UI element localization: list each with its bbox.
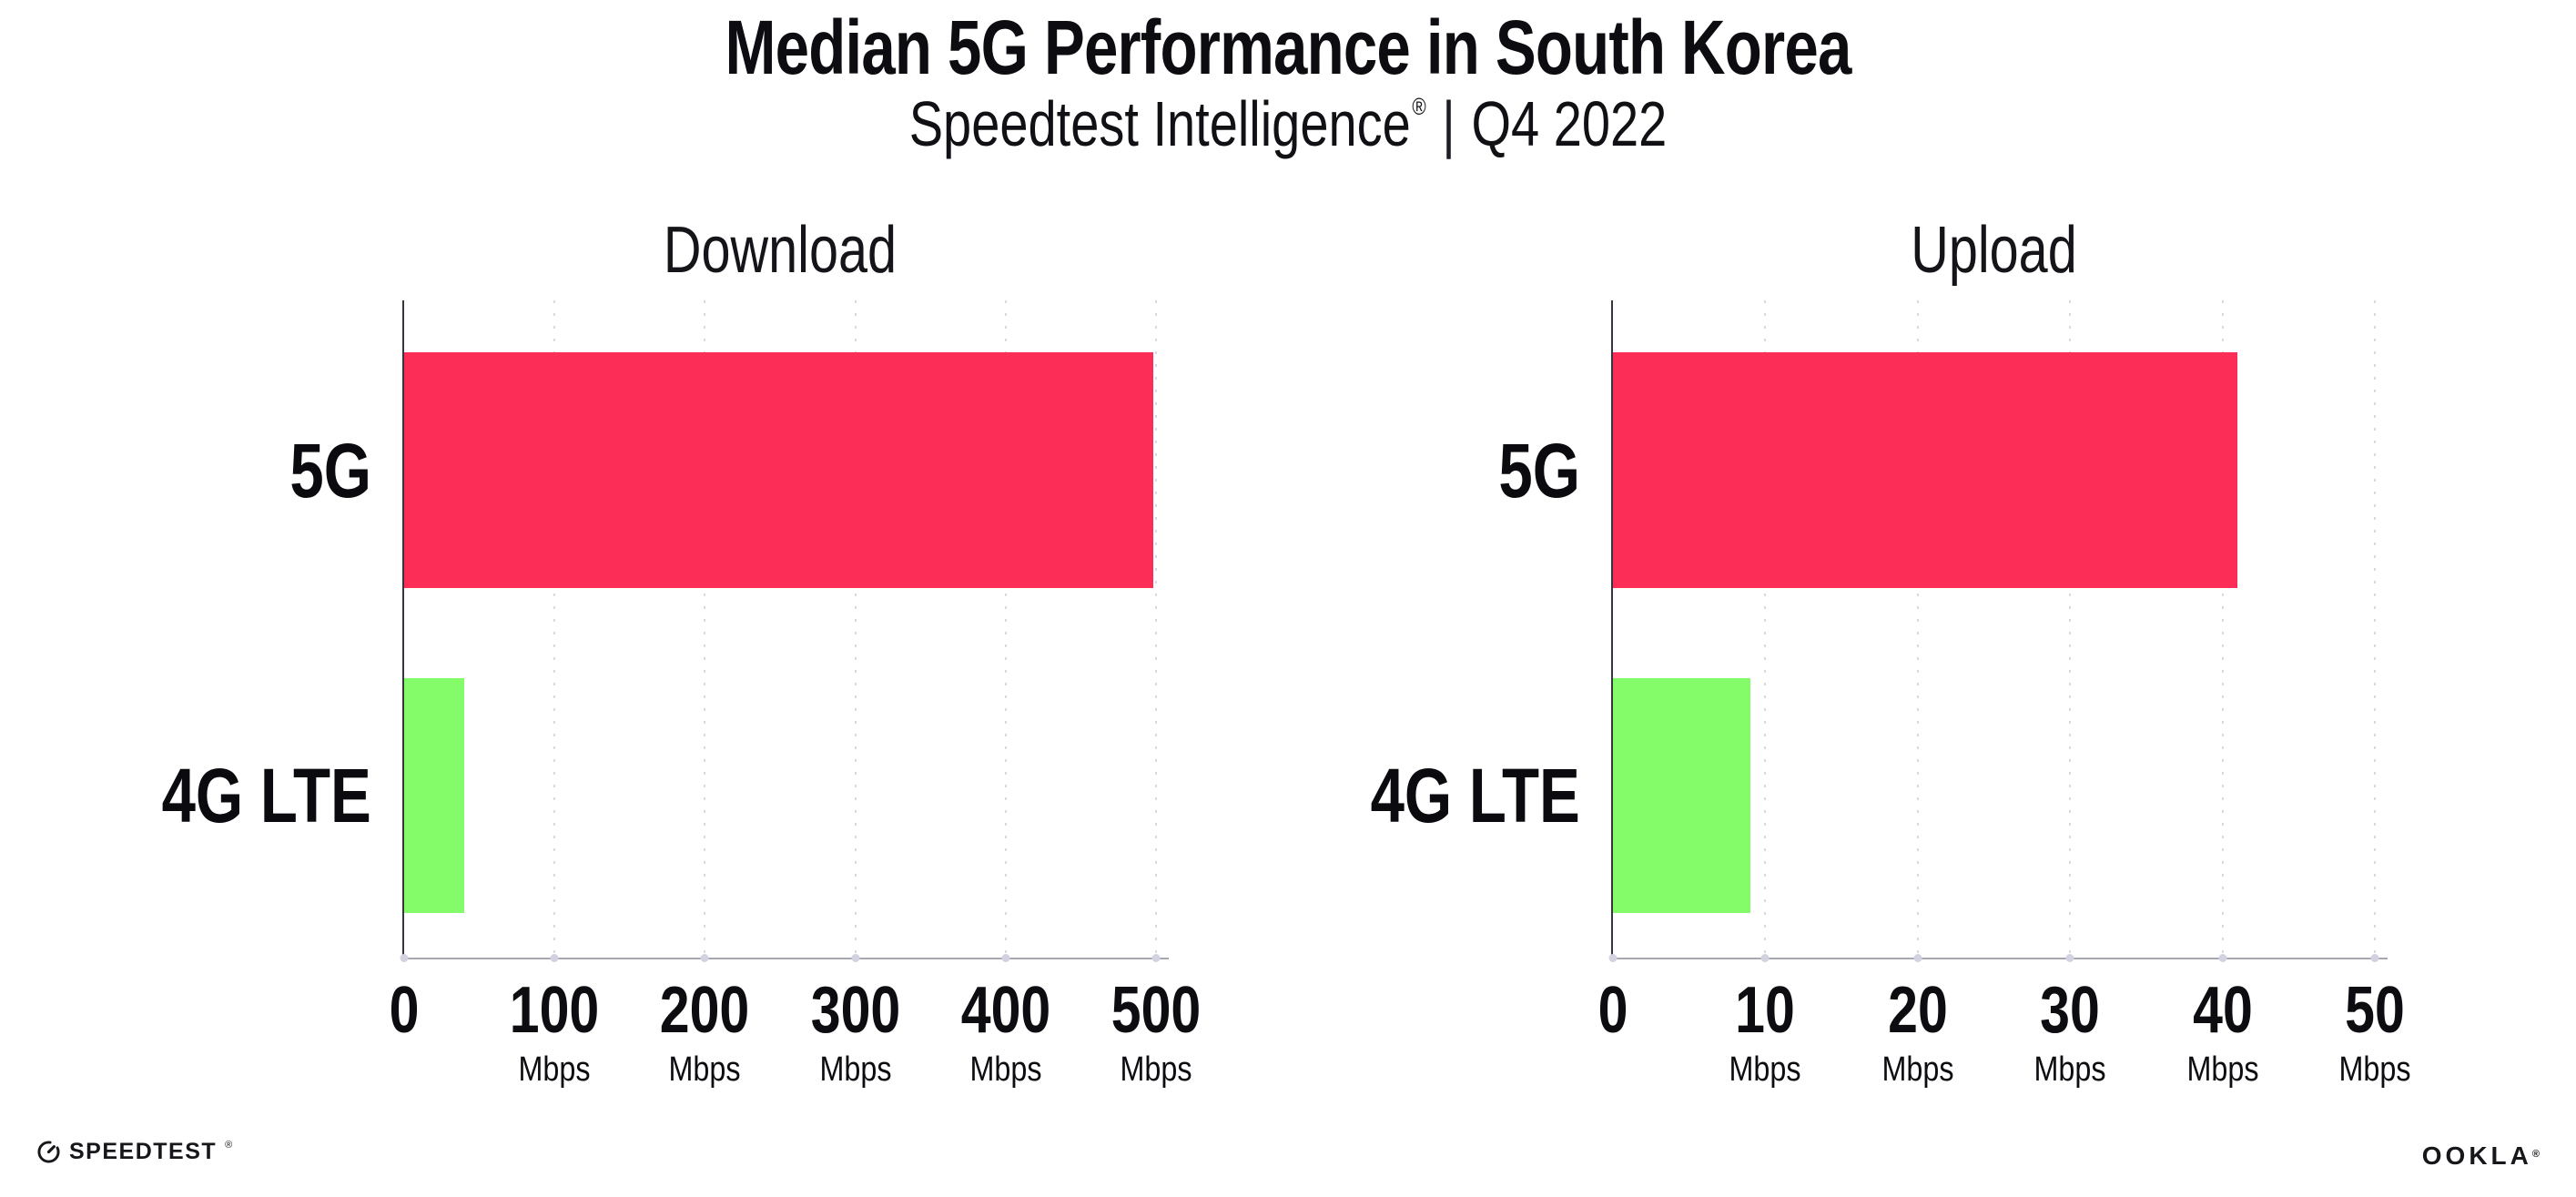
tick-unit: Mbps [2186, 1050, 2259, 1089]
page-title: Median 5G Performance in South Korea [725, 5, 1851, 90]
gridline [2374, 300, 2376, 958]
axis-tick-dot [1608, 954, 1618, 962]
tick-label: 0 [389, 974, 420, 1047]
subtitle-divider: | [1442, 88, 1455, 159]
gridline [1764, 300, 1767, 958]
x-axis [1613, 958, 2388, 959]
tick-label: 300 [810, 974, 900, 1047]
axis-tick-dot [2218, 954, 2227, 962]
speedtest-gauge-icon [36, 1140, 61, 1164]
x-tick-10: 10 Mbps [1723, 978, 1808, 1087]
tick-unit: Mbps [1120, 1050, 1192, 1089]
tick-unit: Mbps [2033, 1050, 2106, 1089]
tick-label: 0 [1597, 974, 1628, 1047]
download-chart: 5G 4G LTE 0 100 Mbps 200 Mbps 300 Mbps 4… [162, 300, 1201, 1087]
x-tick-0: 0 [386, 978, 422, 1052]
axis-tick-dot [2065, 954, 2074, 962]
upload-chart: 5G 4G LTE 0 10 Mbps 20 Mbps 30 Mbps 40 M… [1371, 300, 2410, 1087]
bar-4g-lte-download [404, 678, 465, 913]
category-label-5g: 5G [1498, 427, 1580, 513]
x-tick-400: 400 Mbps [951, 978, 1060, 1087]
gridline [553, 300, 556, 958]
tick-unit: Mbps [1881, 1050, 1954, 1089]
gridline [1004, 300, 1007, 958]
tick-unit: Mbps [2338, 1050, 2411, 1089]
tick-label: 50 [2345, 974, 2405, 1047]
tick-label: 200 [660, 974, 750, 1047]
panel-title-upload: Upload [1911, 214, 2077, 287]
panel-title-download: Download [663, 214, 898, 287]
axis-tick-dot [700, 954, 709, 962]
axis-tick-dot [1151, 954, 1161, 962]
gridline [1155, 300, 1157, 958]
gridline [704, 300, 706, 958]
axis-tick-dot [1913, 954, 1922, 962]
bar-5g-download [404, 352, 1153, 588]
gridline [2221, 300, 2224, 958]
tick-unit: Mbps [518, 1050, 591, 1089]
gridline [854, 300, 857, 958]
y-axis [1611, 300, 1613, 958]
axis-tick-dot [851, 954, 860, 962]
ookla-logo: OOKLA® [2422, 1143, 2543, 1169]
axis-tick-dot [400, 954, 409, 962]
gridline [1916, 300, 1919, 958]
subtitle-brand: Speedtest Intelligence [908, 88, 1411, 159]
tick-label: 20 [1887, 974, 1948, 1047]
ookla-wordmark: OOKLA [2421, 1141, 2532, 1170]
tick-label: 10 [1735, 974, 1796, 1047]
x-axis [404, 958, 1169, 959]
category-label-5g: 5G [289, 427, 371, 513]
tick-unit: Mbps [969, 1050, 1042, 1089]
tick-label: 40 [2192, 974, 2253, 1047]
x-tick-0: 0 [1595, 978, 1631, 1052]
tick-unit: Mbps [819, 1050, 892, 1089]
x-tick-30: 30 Mbps [2028, 978, 2113, 1087]
x-tick-300: 300 Mbps [801, 978, 910, 1087]
axis-tick-dot [2370, 954, 2379, 962]
category-label-4g-lte: 4G LTE [1370, 753, 1580, 838]
category-label-4g-lte: 4G LTE [161, 753, 371, 838]
ookla-trademark-symbol: ® [2531, 1149, 2543, 1160]
subtitle-period: Q4 2022 [1471, 88, 1668, 159]
x-tick-40: 40 Mbps [2180, 978, 2265, 1087]
axis-tick-dot [1001, 954, 1010, 962]
speedtest-trademark-symbol: ® [225, 1139, 233, 1151]
tick-label: 400 [960, 974, 1051, 1047]
registered-trademark-symbol: ® [1412, 93, 1426, 120]
x-tick-20: 20 Mbps [1875, 978, 1960, 1087]
tick-label: 500 [1111, 974, 1202, 1047]
axis-tick-dot [550, 954, 559, 962]
tick-unit: Mbps [668, 1050, 741, 1089]
bar-4g-lte-upload [1613, 678, 1750, 913]
axis-tick-dot [1760, 954, 1770, 962]
tick-label: 100 [509, 974, 600, 1047]
tick-unit: Mbps [1729, 1050, 1801, 1089]
page-subtitle: Speedtest Intelligence® | Q4 2022 [258, 88, 2318, 159]
x-tick-500: 500 Mbps [1101, 978, 1211, 1087]
speedtest-wordmark: SPEEDTEST [69, 1139, 218, 1164]
bar-5g-upload [1613, 352, 2238, 588]
gridline [2069, 300, 2072, 958]
y-axis [402, 300, 404, 958]
tick-label: 30 [2040, 974, 2101, 1047]
x-tick-200: 200 Mbps [650, 978, 759, 1087]
x-tick-50: 50 Mbps [2333, 978, 2418, 1087]
x-tick-100: 100 Mbps [500, 978, 609, 1087]
speedtest-logo: SPEEDTEST ® [36, 1140, 232, 1164]
